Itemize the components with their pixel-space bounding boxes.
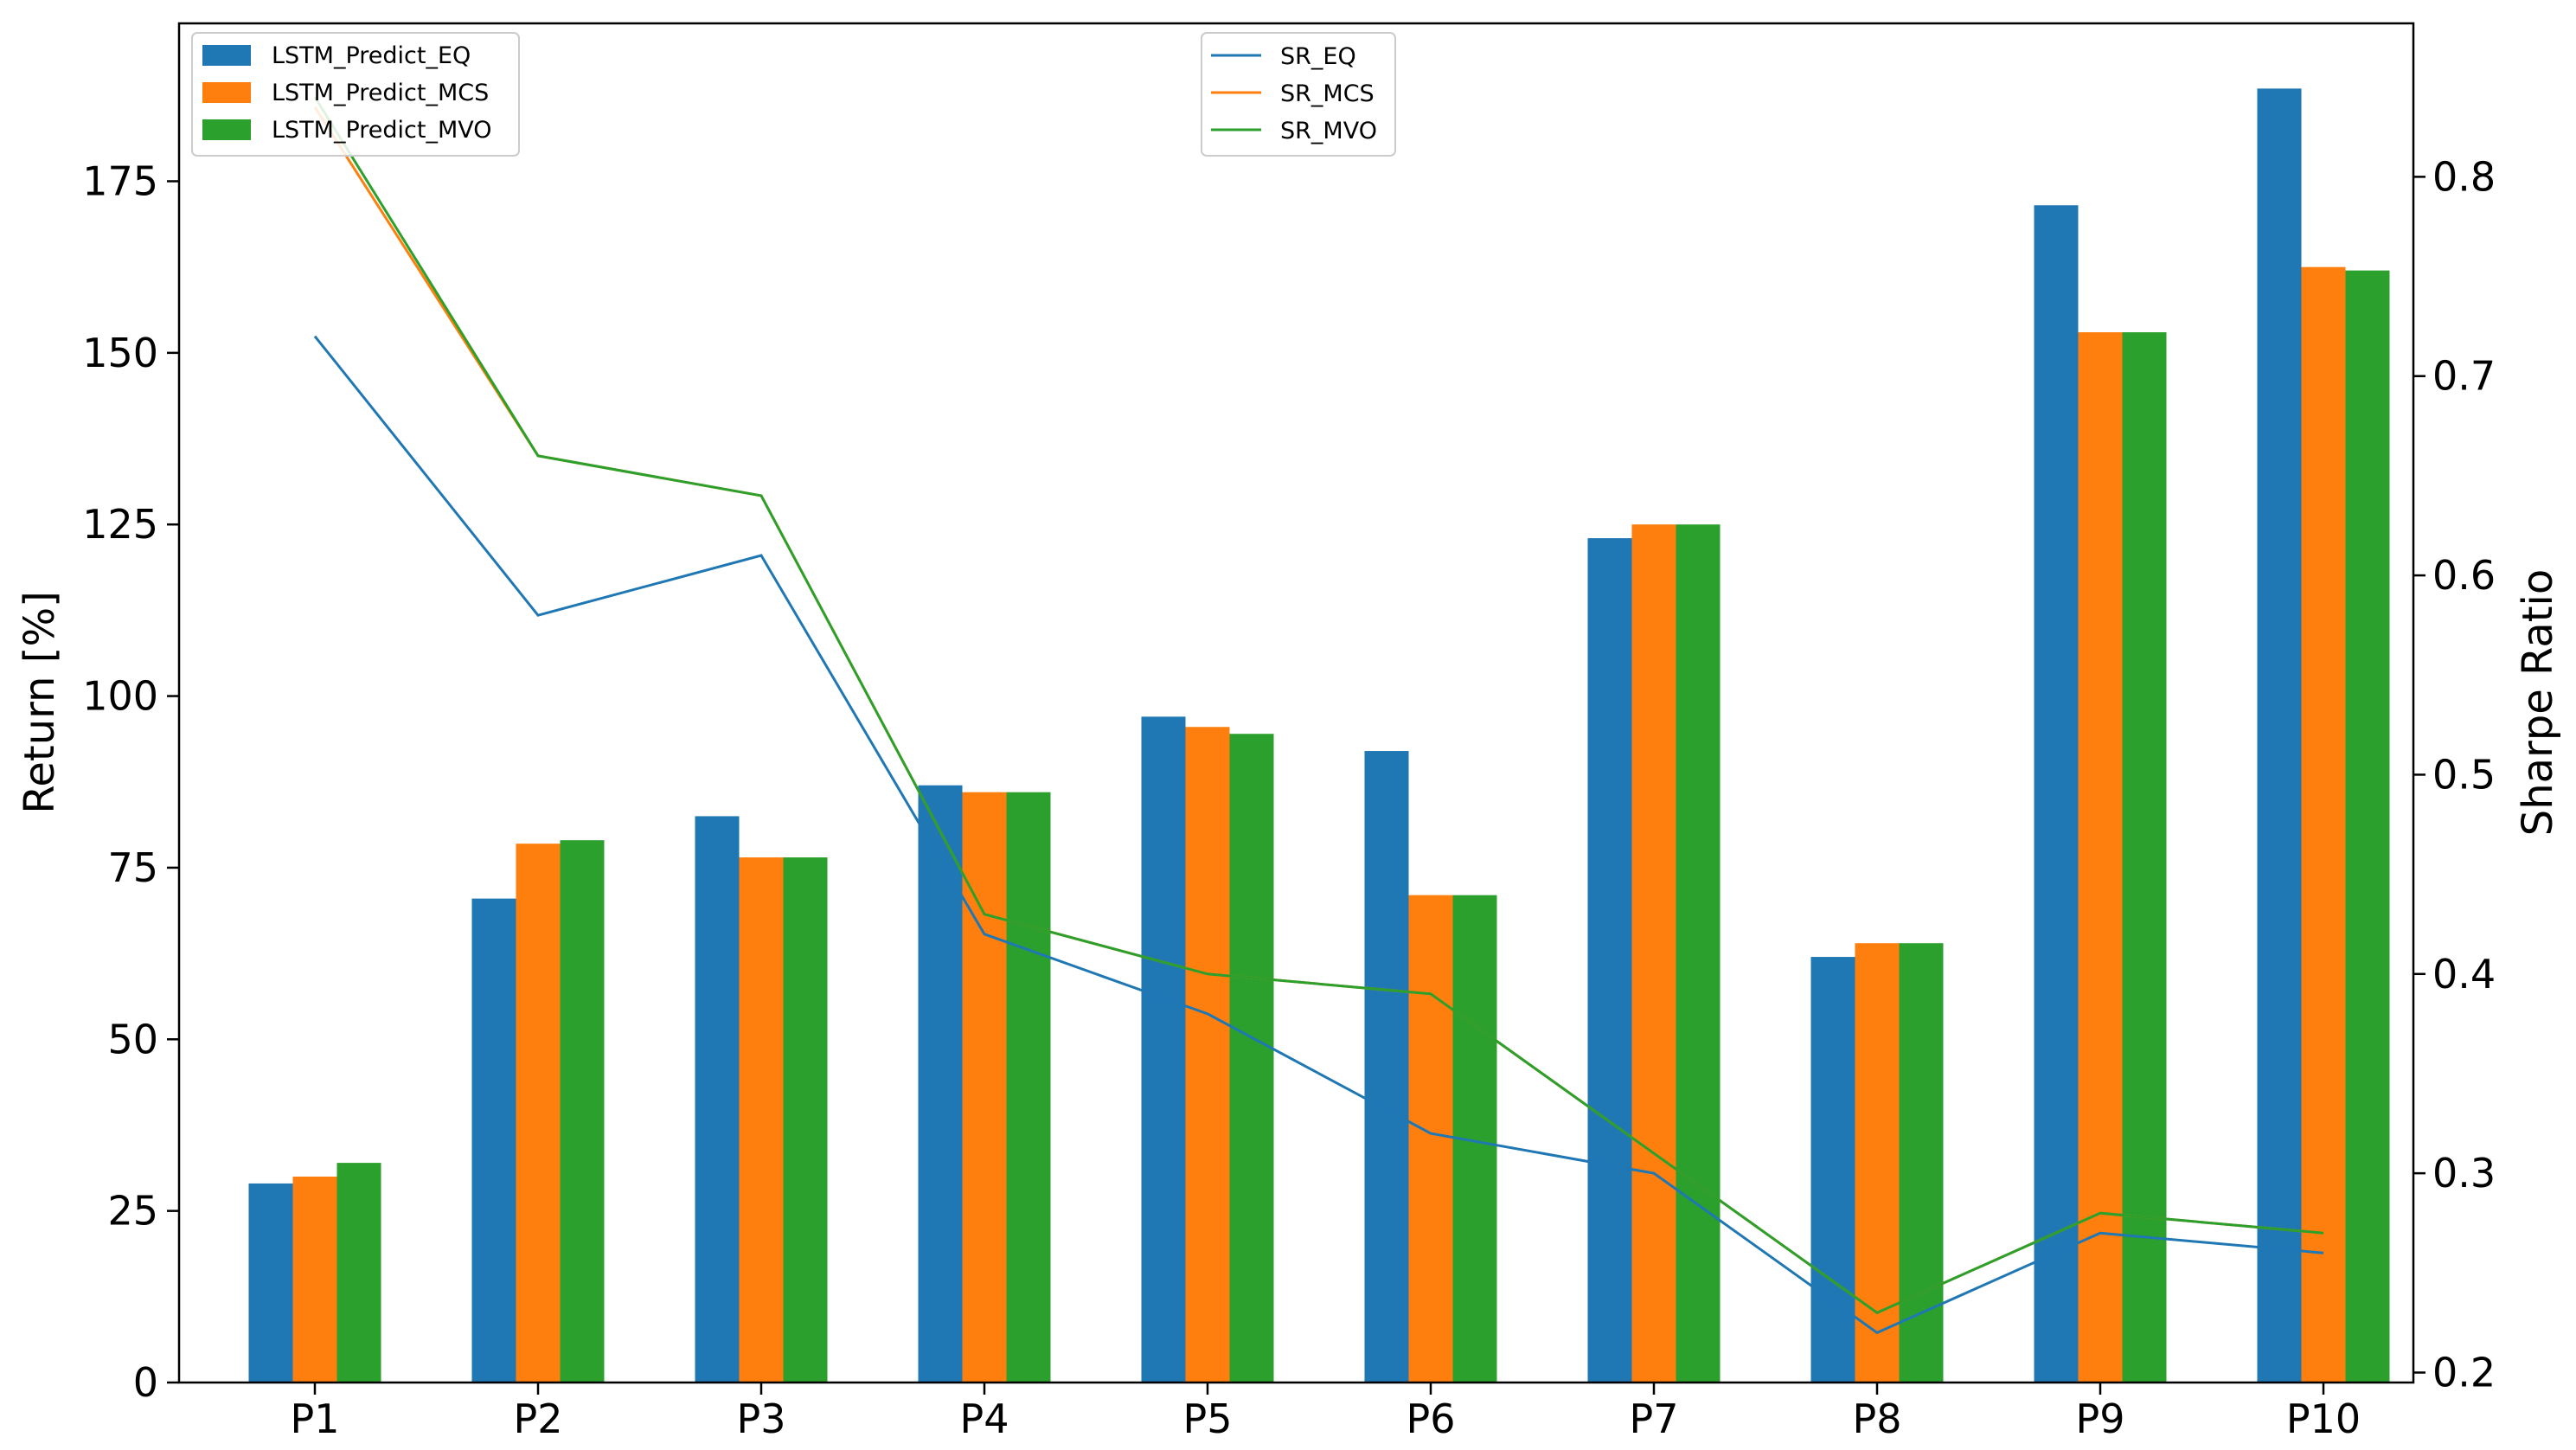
bar-LSTM_Predict_MCS-P2 (516, 844, 561, 1383)
y2-tick-label: 0.4 (2432, 951, 2496, 998)
y2-tick-label: 0.8 (2432, 153, 2496, 200)
bar-LSTM_Predict_MCS-P9 (2078, 332, 2123, 1383)
bar-LSTM_Predict_MVO-P2 (560, 840, 605, 1383)
y2-tick-label: 0.3 (2432, 1150, 2496, 1197)
bar-LSTM_Predict_MVO-P4 (1006, 792, 1051, 1383)
y-tick-label: 0 (133, 1359, 158, 1406)
bar-LSTM_Predict_MCS-P4 (962, 792, 1007, 1383)
y2-tick-label: 0.7 (2432, 353, 2496, 400)
legend-label: SR_EQ (1280, 43, 1356, 70)
x-tick-label: P10 (2286, 1395, 2361, 1442)
line-SR_MVO (313, 96, 2324, 1315)
bar-LSTM_Predict_MCS-P1 (292, 1176, 337, 1383)
bar-LSTM_Predict_EQ-P8 (1810, 957, 1855, 1383)
bar-LSTM_Predict_MVO-P7 (1676, 524, 1721, 1383)
line-SR_EQ (313, 335, 2324, 1335)
x-tick-label: P9 (2075, 1395, 2124, 1442)
bar-LSTM_Predict_EQ-P7 (1587, 538, 1632, 1383)
bar-LSTM_Predict_MVO-P5 (1229, 734, 1274, 1383)
bar-LSTM_Predict_EQ-P2 (471, 898, 516, 1383)
bar-LSTM_Predict_MVO-P1 (336, 1163, 381, 1383)
legend-label: SR_MVO (1280, 118, 1377, 144)
bar-LSTM_Predict_MCS-P6 (1408, 895, 1453, 1383)
bar-LSTM_Predict_MCS-P10 (2301, 266, 2346, 1383)
bar-LSTM_Predict_EQ-P6 (1364, 751, 1409, 1383)
legend-label: SR_MCS (1280, 80, 1375, 107)
bar-LSTM_Predict_EQ-P5 (1141, 716, 1186, 1383)
y2-tick-label: 0.2 (2432, 1349, 2496, 1395)
bar-LSTM_Predict_EQ-P1 (248, 1183, 293, 1383)
axes-layer: 0 25 50 75 100 125 150 175 0.2 0.3 0.4 0.5 0.6 0.7 0.8… (82, 153, 2496, 1442)
y-tick-label: 175 (82, 157, 158, 204)
bar-LSTM_Predict_EQ-P4 (918, 785, 963, 1383)
bar-LSTM_Predict_MVO-P8 (1899, 943, 1944, 1383)
x-tick-label: P3 (736, 1395, 785, 1442)
y-tick-label: 25 (107, 1188, 158, 1235)
bar-LSTM_Predict_EQ-P10 (2257, 88, 2302, 1383)
y2-tick-label: 0.6 (2432, 552, 2496, 599)
legend-swatch (202, 45, 251, 66)
bar-LSTM_Predict_MCS-P3 (739, 857, 784, 1383)
bar-LSTM_Predict_MCS-P5 (1185, 727, 1230, 1383)
bar-LSTM_Predict_EQ-P9 (2034, 205, 2079, 1383)
legend-bars (191, 32, 520, 157)
plot-frame (177, 22, 2415, 1384)
y-tick-label: 125 (82, 501, 158, 548)
x-tick-label: P4 (959, 1395, 1009, 1442)
bar-LSTM_Predict_MVO-P10 (2345, 270, 2390, 1383)
legend-swatch (202, 119, 251, 140)
legend-label: LSTM_Predict_EQ (272, 42, 471, 69)
bar-LSTM_Predict_EQ-P3 (695, 816, 740, 1383)
x-tick-label: P7 (1629, 1395, 1678, 1442)
x-tick-label: P2 (513, 1395, 562, 1442)
y2-axis-label: Sharpe Ratio (2514, 569, 2562, 837)
x-tick-label: P6 (1406, 1395, 1455, 1442)
bar-LSTM_Predict_MVO-P9 (2122, 332, 2167, 1383)
y-tick-label: 150 (82, 330, 158, 376)
x-tick-label: P1 (290, 1395, 339, 1442)
bars-layer (248, 88, 2390, 1383)
legends-layer: LSTM_Predict_EQ LSTM_Predict_MCS LSTM_Pred… (191, 32, 1396, 157)
legend-swatch (202, 82, 251, 103)
y2-tick-label: 0.5 (2432, 751, 2496, 798)
y-tick-label: 50 (107, 1016, 158, 1062)
y-tick-label: 100 (82, 673, 158, 720)
lines-layer (313, 96, 2324, 1335)
bar-LSTM_Predict_MVO-P3 (783, 857, 828, 1383)
legend-label: LSTM_Predict_MVO (272, 117, 492, 144)
x-tick-label: P8 (1852, 1395, 1901, 1442)
bar-LSTM_Predict_MCS-P8 (1855, 943, 1900, 1383)
y-tick-label: 75 (107, 844, 158, 891)
legend-lines (1201, 32, 1396, 157)
bar-LSTM_Predict_MCS-P7 (1631, 524, 1676, 1383)
x-tick-label: P5 (1182, 1395, 1232, 1442)
y-axis-label: Return [%] (16, 591, 64, 814)
legend-label: LSTM_Predict_MCS (272, 80, 489, 106)
